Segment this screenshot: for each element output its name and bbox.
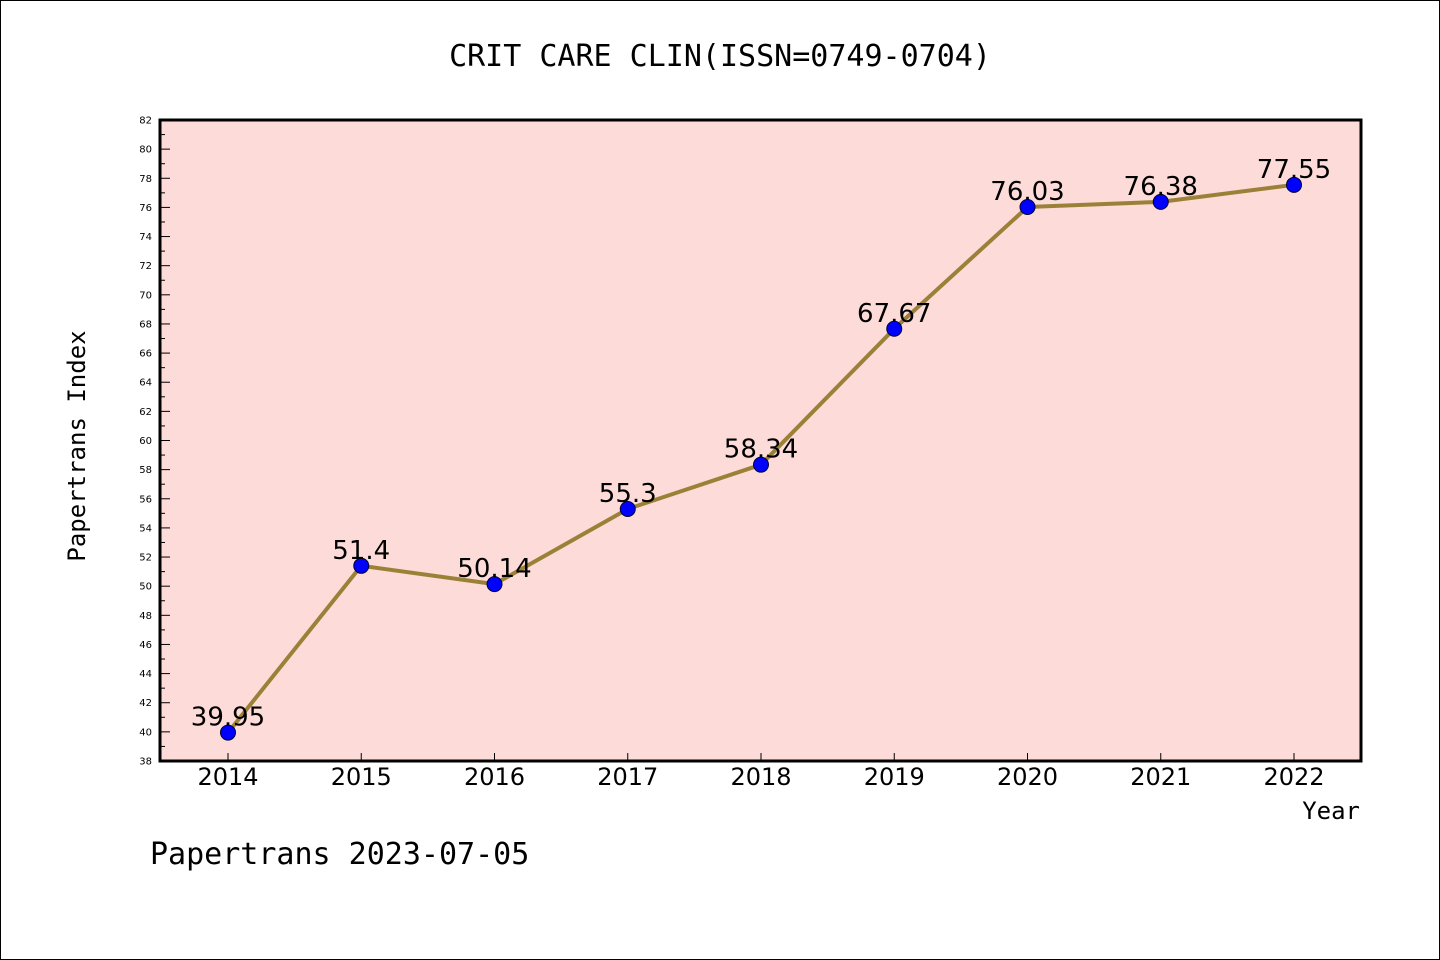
y-tick-label: 46 <box>139 640 152 651</box>
data-label: 76.03 <box>990 177 1064 207</box>
y-tick-label: 66 <box>139 349 152 360</box>
x-tick-label: 2019 <box>864 763 925 791</box>
data-label: 77.55 <box>1257 155 1331 185</box>
y-tick-label: 68 <box>139 319 152 330</box>
data-label: 55.3 <box>599 479 657 509</box>
data-point <box>1152 193 1169 210</box>
y-tick-label: 56 <box>139 494 152 505</box>
series: 39.95 51.4 50.14 55.3 58.34 67.67 76.03 76.38 77… <box>191 155 1331 741</box>
y-tick-label: 78 <box>139 174 152 185</box>
y-tick-label: 44 <box>139 669 152 680</box>
data-label: 51.4 <box>332 536 390 566</box>
plot-area <box>158 118 1363 763</box>
y-tick-label: 60 <box>139 436 152 447</box>
y-tick-label: 42 <box>139 698 152 709</box>
x-tick-label: 2017 <box>597 763 658 791</box>
y-tick-label: 80 <box>139 145 152 156</box>
data-point <box>886 320 903 337</box>
y-tick-label: 76 <box>139 203 152 214</box>
y-tick-label: 70 <box>139 290 152 301</box>
y-tick-label: 52 <box>139 553 152 564</box>
data-label: 39.95 <box>191 703 265 733</box>
data-point <box>619 500 636 517</box>
x-tick-label: 2020 <box>997 763 1058 791</box>
data-point <box>220 724 236 741</box>
y-tick-label: 48 <box>139 611 152 622</box>
x-tick-label: 2014 <box>197 763 258 791</box>
footer-text: Papertrans 2023-07-05 <box>150 837 529 872</box>
x-axis: 2014 2015 2016 2017 2018 2019 2020 2021 2022 <box>197 753 1325 791</box>
y-tick-label: 64 <box>139 378 152 389</box>
data-point <box>486 576 503 593</box>
x-tick-label: 2021 <box>1130 763 1191 791</box>
y-tick-label: 40 <box>139 727 152 738</box>
y-tick-label: 38 <box>139 757 152 768</box>
y-axis: 38 40 42 44 46 48 50 52 54 56 58 60 62 64 66 68 70 72 74 76… <box>139 116 170 768</box>
data-point <box>753 456 769 473</box>
y-tick-label: 82 <box>139 116 152 127</box>
x-axis-title: Year <box>1302 797 1360 825</box>
y-tick-label: 74 <box>139 232 152 243</box>
y-tick-label: 54 <box>139 523 152 534</box>
y-tick-label: 50 <box>139 582 152 593</box>
data-point <box>353 557 370 574</box>
x-tick-label: 2015 <box>331 763 392 791</box>
x-tick-label: 2016 <box>464 763 525 791</box>
y-tick-label: 62 <box>139 407 152 418</box>
data-label: 50.14 <box>457 554 531 584</box>
data-point <box>1286 176 1302 193</box>
x-tick-label: 2018 <box>730 763 791 791</box>
y-axis-title: Papertrans Index <box>63 330 91 561</box>
x-tick-label: 2022 <box>1263 763 1324 791</box>
data-label: 67.67 <box>857 299 931 329</box>
data-label: 76.38 <box>1124 172 1198 202</box>
data-point <box>1019 198 1036 215</box>
y-tick-label: 72 <box>139 261 152 272</box>
data-label: 58.34 <box>724 435 798 465</box>
chart-title: CRIT CARE CLIN(ISSN=0749-0704) <box>449 39 991 74</box>
y-tick-label: 58 <box>139 465 152 476</box>
